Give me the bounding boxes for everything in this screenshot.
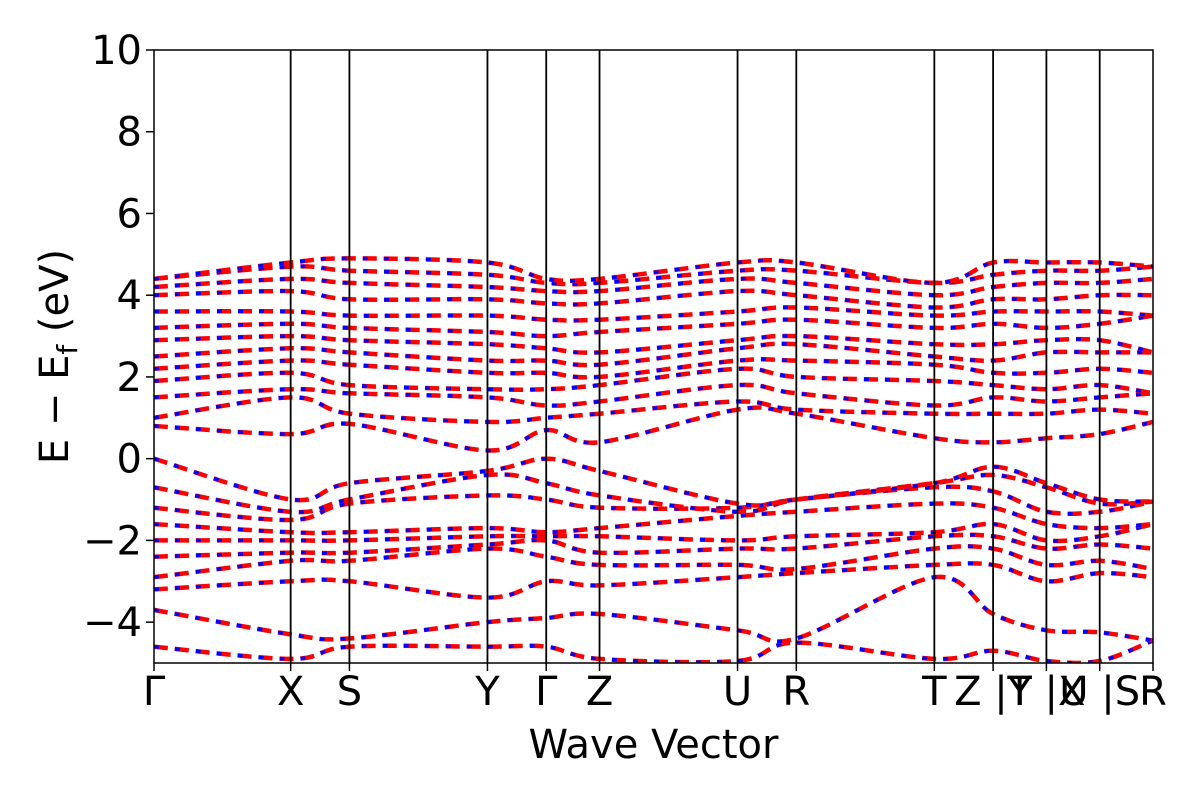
y-axis-ticks: −4 −2 0 2 4 6 8 10: [83, 28, 154, 646]
band-line-blue-0: [154, 638, 1153, 663]
y-tick-label: 2: [117, 355, 142, 401]
band-line-blue-10: [154, 405, 1153, 453]
x-tick-label: Y: [474, 669, 500, 715]
band-line-blue-12: [154, 383, 1153, 408]
band-line-red-9: [154, 456, 1153, 508]
x-tick-label: U: [723, 669, 752, 715]
y-tick-label: 0: [117, 437, 142, 483]
band-line-blue-4: [154, 533, 1153, 559]
x-tick-label: Z |Y: [954, 669, 1033, 715]
y-tick-label: 6: [117, 191, 142, 237]
band-line-red-10: [154, 405, 1153, 453]
band-line-blue-9: [154, 456, 1153, 508]
x-tick-label: T: [921, 669, 947, 715]
band-line-blue-5: [154, 522, 1153, 543]
x-tick-label: Γ: [143, 669, 166, 715]
x-tick-label: U |S: [1059, 669, 1140, 715]
band-line-blue-8: [154, 472, 1153, 514]
band-line-red-21: [154, 264, 1153, 287]
y-tick-label: −2: [83, 518, 142, 564]
band-line-blue-20: [154, 276, 1153, 297]
y-tick-label: 8: [117, 110, 142, 156]
band-line-blue-2: [154, 561, 1153, 600]
x-axis-label: Wave Vector: [529, 722, 780, 768]
x-tick-label: X: [277, 669, 304, 715]
band-line-red-18: [154, 305, 1153, 323]
y-tick-label: −4: [83, 600, 142, 646]
band-line-blue-21: [154, 264, 1153, 286]
x-tick-label: S: [337, 669, 362, 715]
band-line-red-1: [154, 574, 1153, 644]
band-line-blue-7: [154, 485, 1153, 522]
band-line-red-17: [154, 313, 1153, 339]
y-axis-label-subscript: f: [51, 344, 84, 355]
x-tick-label: R: [1139, 669, 1167, 715]
band-line-blue-14: [154, 357, 1153, 380]
band-line-blue-6: [154, 501, 1153, 535]
y-tick-label: 10: [91, 28, 142, 74]
band-line-red-16: [154, 333, 1153, 355]
y-axis-label-unit: (eV): [32, 249, 78, 345]
y-tick-label: 4: [117, 273, 142, 319]
band-line-blue-1: [154, 575, 1153, 644]
x-tick-label: Γ: [535, 669, 558, 715]
band-line-blue-11: [154, 395, 1153, 424]
x-tick-label: Z: [586, 669, 613, 715]
y-axis-label: E − Ef (eV): [32, 249, 84, 464]
x-tick-label: R: [782, 669, 810, 715]
band-line-blue-3: [154, 544, 1153, 579]
x-tick-label: T |X: [1006, 669, 1085, 715]
band-line-blue-19: [154, 289, 1153, 310]
high-symmetry-lines: [289, 50, 1101, 663]
band-line-blue-15: [154, 342, 1153, 367]
band-line-red-8: [154, 472, 1153, 515]
y-axis-label-main: E − E: [32, 355, 78, 465]
band-line-blue-13: [154, 366, 1153, 396]
bands-layer: [154, 256, 1153, 663]
plot-frame: [153, 49, 1154, 664]
band-line-blue-22: [154, 256, 1153, 285]
